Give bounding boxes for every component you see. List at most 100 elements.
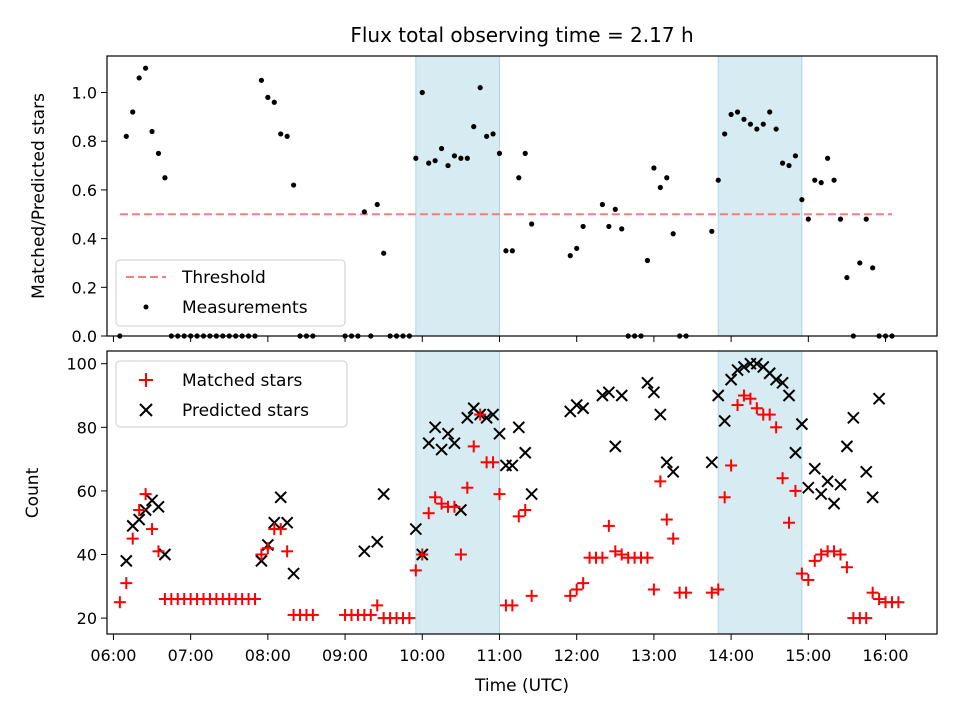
x-tick-label: 14:00	[708, 646, 754, 665]
predicted-marker-stroke	[506, 459, 519, 472]
predicted-stars-point	[525, 487, 538, 501]
top-y-axis-ticks: 0.0 0.2 0.4 0.6 0.8 1.0	[72, 84, 107, 346]
x-tick-label: 07:00	[168, 646, 214, 665]
matched-stars-point	[660, 513, 673, 526]
measurement-point	[760, 121, 766, 127]
y-tick-label: 0.2	[72, 278, 97, 297]
measurement-point	[786, 162, 792, 169]
predicted-stars-point	[872, 392, 886, 405]
matched-stars-point	[654, 475, 667, 488]
y-tick-label: 1.0	[72, 84, 97, 103]
y-tick-label: 60	[77, 482, 97, 501]
predicted-marker-stroke	[428, 421, 442, 434]
measurement-point	[670, 231, 676, 237]
matched-stars-point	[364, 608, 377, 621]
legend-predicted-label: Predicted stars	[182, 401, 309, 421]
measurement-point	[715, 177, 721, 183]
matched-stars-point	[429, 491, 442, 504]
measurement-point	[522, 150, 528, 156]
predicted-stars-point	[802, 481, 815, 494]
predicted-stars-point	[596, 389, 609, 402]
legend-matched-swatch	[139, 373, 153, 387]
predicted-marker-stroke	[654, 408, 667, 421]
measurement-point	[580, 223, 586, 230]
shaded-interval	[717, 350, 803, 635]
shaded-interval	[415, 350, 500, 635]
predicted-stars-point	[512, 421, 525, 434]
predicted-stars-point	[435, 443, 448, 456]
predicted-marker-stroke	[821, 475, 834, 488]
y-tick-label: 0.8	[72, 132, 97, 151]
measurement-point	[413, 155, 419, 161]
matched-stars-point	[667, 532, 680, 545]
predicted-stars-point	[274, 491, 287, 504]
y-tick-label: 0.0	[72, 327, 97, 346]
y-tick-label: 40	[77, 546, 97, 565]
measurement-point	[567, 253, 573, 259]
predicted-stars-point	[776, 376, 789, 390]
shaded-interval	[415, 55, 500, 337]
predicted-marker-stroke	[570, 398, 583, 412]
measurement-point	[722, 131, 728, 137]
measurement-point	[773, 126, 779, 132]
matched-stars-point	[409, 564, 422, 577]
bottom-legend: Matched stars Predicted stars	[115, 360, 348, 428]
measurement-point	[284, 133, 290, 139]
x-tick-label: 06:00	[90, 646, 136, 665]
predicted-marker-stroke	[847, 411, 860, 424]
predicted-marker-stroke	[647, 386, 661, 399]
matched-stars-point	[834, 548, 847, 561]
predicted-stars-point	[834, 478, 847, 491]
predicted-marker-stroke	[280, 516, 294, 529]
predicted-stars-point	[769, 373, 783, 386]
predicted-marker-stroke	[480, 411, 493, 424]
predicted-marker-stroke	[435, 443, 448, 456]
predicted-marker-stroke	[731, 363, 744, 377]
measurement-point	[606, 223, 612, 230]
predicted-stars-point	[268, 516, 281, 529]
measurement-point	[734, 109, 741, 115]
x-tick-label: 12:00	[554, 646, 600, 665]
measurement-point	[162, 175, 168, 181]
predicted-marker-stroke	[120, 554, 133, 568]
predicted-stars-point	[139, 503, 152, 517]
matched-stars-point	[120, 577, 133, 590]
predicted-stars-point	[615, 389, 628, 402]
predicted-stars-point	[660, 456, 673, 469]
measurement-point	[767, 109, 773, 115]
matched-stars-point	[795, 567, 808, 580]
matched-stars-point	[763, 408, 776, 421]
top-panel: 0.0 0.2 0.4 0.6 0.8 1.0 Matched/Predicted sta…	[29, 55, 938, 346]
measurement-point	[155, 150, 162, 156]
top-legend-box	[115, 259, 346, 327]
matched-stars-point	[641, 551, 654, 564]
predicted-stars-point	[132, 513, 146, 526]
measurement-point	[361, 209, 367, 215]
matched-stars-point	[602, 519, 615, 532]
predicted-marker-stroke	[776, 376, 789, 390]
predicted-marker-stroke	[724, 373, 738, 386]
measurement-point	[792, 153, 799, 159]
measurement-point	[381, 250, 387, 256]
predicted-stars-point	[280, 516, 294, 529]
matched-stars-point	[403, 612, 416, 625]
matched-stars-point	[255, 548, 268, 561]
predicted-stars-point	[647, 386, 661, 399]
matched-stars-point	[866, 586, 879, 599]
predicted-stars-point	[860, 465, 873, 479]
predicted-stars-point	[152, 500, 165, 514]
measurement-point	[805, 216, 811, 222]
predicted-stars-point	[255, 554, 268, 568]
matched-stars-point	[776, 472, 789, 485]
predicted-marker-stroke	[268, 516, 281, 529]
predicted-marker-stroke	[596, 389, 609, 402]
predicted-marker-stroke	[602, 386, 616, 399]
x-tick-label: 16:00	[862, 646, 908, 665]
matched-stars-point	[133, 503, 146, 516]
legend-matched-label: Matched stars	[182, 371, 302, 391]
x-tick-label: 15:00	[785, 646, 831, 665]
predicted-stars-point	[724, 373, 738, 386]
matched-stars-point	[783, 516, 796, 529]
y-tick-label: 20	[77, 609, 97, 628]
